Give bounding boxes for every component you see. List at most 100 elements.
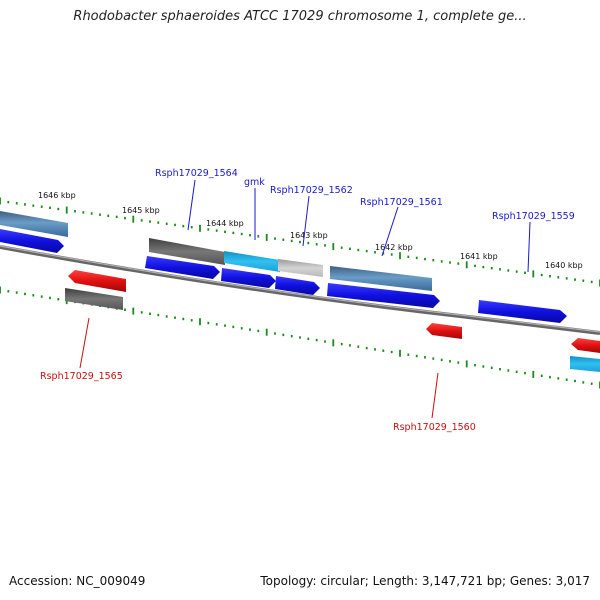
- minor-tick: [574, 278, 576, 281]
- minor-tick: [382, 349, 385, 352]
- minor-tick: [232, 231, 235, 235]
- gene-label-rsph17029-1565[interactable]: Rsph17029_1565: [40, 371, 123, 382]
- minor-tick: [140, 311, 143, 314]
- minor-tick: [174, 316, 176, 319]
- minor-tick: [582, 279, 585, 282]
- forward-cds-arrow[interactable]: [145, 256, 220, 279]
- minor-tick: [74, 210, 76, 213]
- minor-tick: [374, 348, 376, 351]
- minor-tick: [407, 255, 410, 258]
- minor-tick: [499, 268, 501, 271]
- minor-tick: [474, 264, 476, 268]
- minor-tick: [324, 340, 326, 343]
- major-tick: [265, 328, 268, 336]
- minor-tick: [232, 325, 235, 329]
- minor-tick: [490, 267, 493, 270]
- gene-label-rsph17029-1560[interactable]: Rsph17029_1560: [393, 422, 476, 433]
- minor-tick: [482, 265, 485, 269]
- major-tick: [0, 197, 1, 205]
- gene-label-rsph17029-1561[interactable]: Rsph17029_1561: [360, 197, 443, 208]
- minor-tick: [224, 230, 226, 233]
- minor-tick: [557, 276, 560, 279]
- minor-tick: [40, 295, 43, 298]
- reverse-cds-arrow[interactable]: [426, 323, 462, 339]
- minor-tick: [507, 269, 510, 272]
- minor-tick: [49, 206, 51, 209]
- minor-tick: [490, 366, 493, 369]
- ruler-label: 1644 kbp: [206, 219, 244, 228]
- label-leader: [431, 372, 439, 419]
- map-title: Rhodobacter sphaeroides ATCC 17029 chrom…: [73, 9, 527, 24]
- major-tick: [0, 286, 1, 294]
- minor-tick: [124, 216, 126, 220]
- minor-tick: [174, 223, 176, 227]
- minor-tick: [590, 280, 593, 284]
- minor-tick: [290, 335, 293, 338]
- minor-tick: [449, 261, 451, 264]
- minor-tick: [165, 315, 168, 318]
- gene-feature[interactable]: [224, 251, 280, 272]
- gene-label-rsph17029-1559[interactable]: Rsph17029_1559: [492, 211, 575, 222]
- minor-tick: [124, 308, 126, 311]
- minor-tick: [7, 290, 10, 293]
- minor-tick: [365, 249, 368, 253]
- minor-tick: [49, 296, 51, 300]
- gene-feature[interactable]: [0, 211, 68, 237]
- gene-feature[interactable]: [278, 259, 323, 277]
- gene-feature[interactable]: [570, 356, 600, 372]
- forward-cds-arrow[interactable]: [275, 276, 320, 295]
- minor-tick: [40, 205, 43, 208]
- minor-tick: [257, 329, 260, 333]
- minor-tick: [374, 251, 376, 254]
- minor-tick: [515, 270, 518, 273]
- minor-tick: [274, 237, 276, 240]
- gene-label-gmk[interactable]: gmk: [244, 177, 265, 188]
- gene-feature[interactable]: [330, 266, 432, 291]
- ruler-label: 1645 kbp: [122, 206, 160, 215]
- major-tick: [332, 339, 335, 347]
- label-leader: [302, 195, 310, 247]
- major-tick: [199, 224, 201, 232]
- gene-label-rsph17029-1562[interactable]: Rsph17029_1562: [270, 185, 353, 196]
- minor-tick: [315, 338, 318, 342]
- ruler-ticks-upper: [0, 197, 600, 287]
- reverse-cds-arrow[interactable]: [68, 270, 126, 292]
- major-tick: [465, 261, 468, 269]
- minor-tick: [90, 212, 93, 215]
- forward-cds-arrow[interactable]: [327, 283, 440, 308]
- minor-tick: [149, 220, 151, 223]
- minor-tick: [282, 333, 285, 337]
- chromosome-backbone: [0, 245, 600, 335]
- minor-tick: [365, 346, 368, 350]
- minor-tick: [565, 378, 568, 381]
- minor-tick: [315, 243, 318, 246]
- minor-tick: [432, 357, 435, 360]
- minor-tick: [457, 262, 460, 265]
- minor-tick: [515, 370, 518, 373]
- minor-tick: [415, 256, 418, 260]
- forward-cds-arrow[interactable]: [478, 300, 567, 323]
- forward-cds-arrow[interactable]: [0, 229, 64, 253]
- minor-tick: [224, 324, 226, 327]
- minor-tick: [574, 379, 576, 383]
- minor-tick: [549, 375, 551, 379]
- minor-tick: [299, 336, 301, 339]
- major-tick: [199, 318, 201, 326]
- minor-tick: [24, 203, 26, 206]
- forward-cds-arrow[interactable]: [221, 268, 276, 288]
- gene-label-rsph17029-1564[interactable]: Rsph17029_1564: [155, 168, 238, 179]
- reverse-cds-arrow[interactable]: [571, 338, 600, 353]
- minor-tick: [440, 358, 443, 362]
- minor-tick: [457, 361, 460, 364]
- minor-tick: [340, 246, 343, 249]
- ruler-label: 1642 kbp: [375, 243, 413, 252]
- major-tick: [132, 307, 135, 315]
- gene-feature[interactable]: [65, 288, 123, 310]
- label-leader: [381, 206, 399, 257]
- gene-feature[interactable]: [149, 238, 225, 265]
- minor-tick: [149, 312, 151, 315]
- ruler-label: 1646 kbp: [38, 191, 76, 200]
- genome-stats-text: Topology: circular; Length: 3,147,721 bp…: [260, 574, 590, 588]
- minor-tick: [424, 356, 426, 359]
